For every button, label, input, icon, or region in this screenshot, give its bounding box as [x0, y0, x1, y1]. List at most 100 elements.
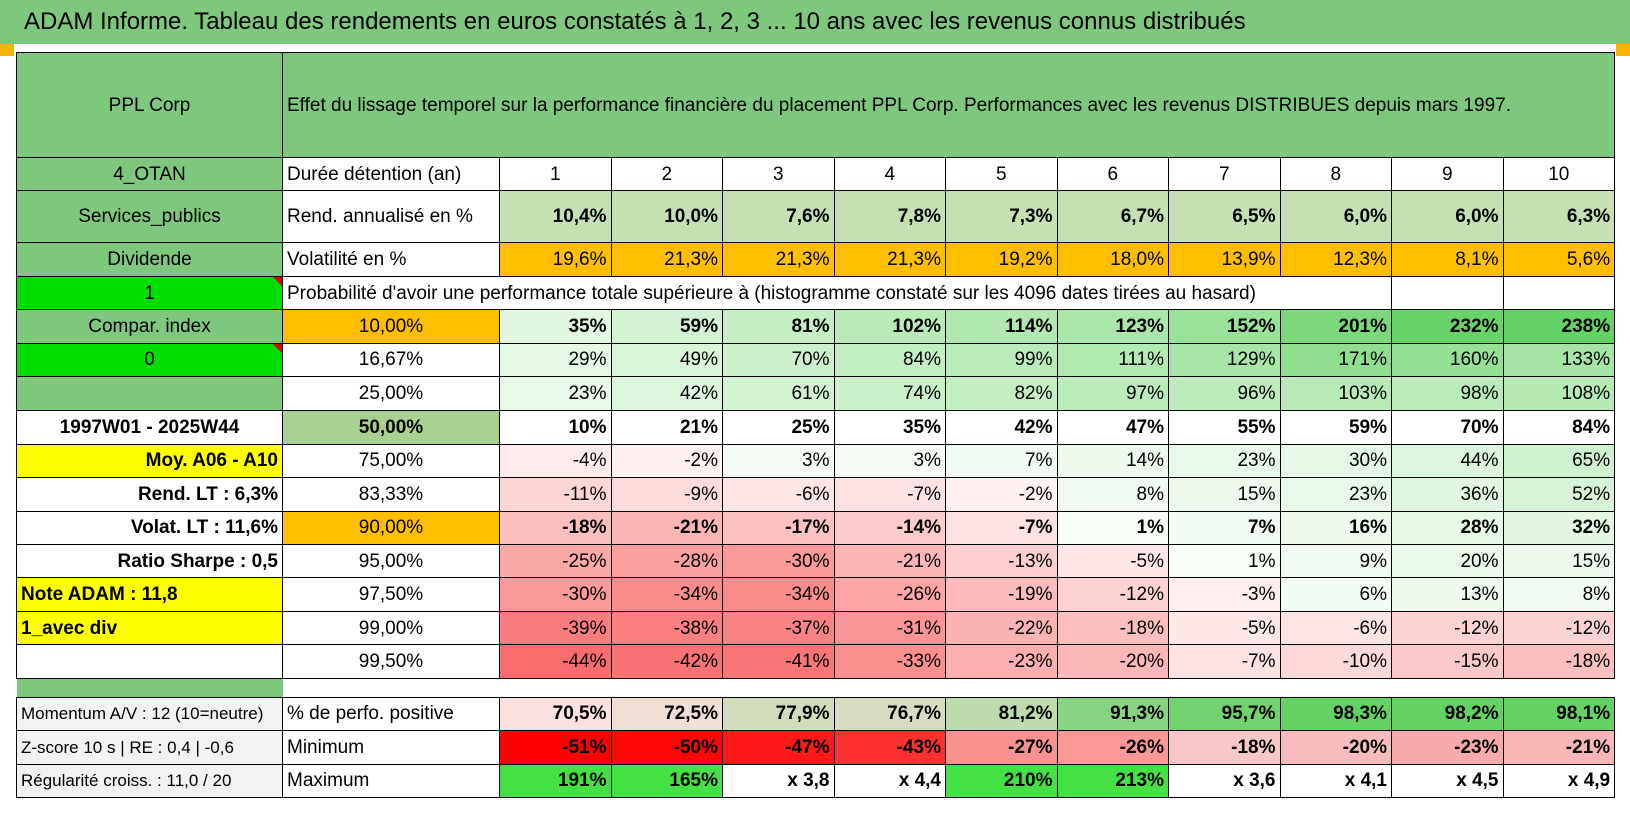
volatility-label: Volatilité en %	[282, 242, 500, 277]
compar-index-label: Compar. index	[16, 309, 283, 344]
percentile-value: 49%	[610, 342, 723, 378]
percentile-value: 96%	[1168, 376, 1281, 411]
empty-green-cell	[16, 376, 283, 411]
year-header: 6	[1056, 156, 1169, 192]
percentile-value: 14%	[1056, 443, 1169, 479]
volatility-value: 21,3%	[833, 242, 946, 277]
return-value: 6,7%	[1056, 190, 1169, 244]
percentile-value: -37%	[722, 610, 835, 646]
year-header: 9	[1391, 156, 1504, 192]
percentile-value: 65%	[1502, 443, 1616, 479]
percentile-value: -6%	[722, 477, 835, 512]
minimum-value: -23%	[1391, 730, 1504, 765]
percentile-value: 102%	[833, 309, 946, 344]
percentile-value: 171%	[1279, 342, 1392, 378]
return-label: Rend. annualisé en %	[282, 190, 500, 244]
minimum-value: -50%	[610, 730, 723, 765]
percentile-row: Moy. A06 - A10 75,00% -4% -2% 3% 3% 7% 14% 23% 3…	[16, 443, 1616, 479]
percentile-value: 6%	[1279, 577, 1392, 612]
input-cell-0[interactable]: 0	[16, 342, 283, 378]
percentile-value: 23%	[1279, 477, 1392, 512]
minimum-value: -21%	[1502, 730, 1616, 765]
percentile-value: 9%	[1279, 543, 1392, 579]
percentile-row: 1997W01 - 2025W44 50,00% 10% 21% 25% 35% 42% 4…	[16, 409, 1616, 445]
fund-code: 4_OTAN	[16, 156, 283, 192]
percentile-value: 84%	[833, 342, 946, 378]
percentile-value: 32%	[1502, 510, 1616, 545]
percentile-value: -4%	[499, 443, 612, 479]
percentile-value: -14%	[833, 510, 946, 545]
percentile-value: -18%	[1056, 610, 1169, 646]
percentile-value: -2%	[610, 443, 723, 479]
period-label: 1997W01 - 2025W44	[16, 409, 283, 445]
minimum-value: -18%	[1168, 730, 1281, 765]
percentile-row: 0 16,67% 29% 49% 70% 84% 99% 111% 129% 171% 160% 1…	[16, 342, 1616, 378]
minimum-value: -27%	[945, 730, 1058, 765]
minimum-value: -20%	[1279, 730, 1392, 765]
volatility-value: 5,6%	[1502, 242, 1616, 277]
percentile-level: 90,00%	[282, 510, 500, 545]
maximum-value: x 4,9	[1502, 763, 1616, 799]
maximum-value: x 3,8	[722, 763, 835, 799]
percentile-value: -41%	[722, 644, 835, 679]
probability-row: 1 Probabilité d'avoir une performance to…	[16, 275, 1616, 311]
percentile-level: 50,00%	[282, 409, 500, 445]
percentile-value: -30%	[499, 577, 612, 612]
maximum-value: x 4,4	[833, 763, 946, 799]
return-value: 6,5%	[1168, 190, 1281, 244]
percentile-value: 1%	[1168, 543, 1281, 579]
percentile-value: 44%	[1391, 443, 1504, 479]
percentile-level: 99,00%	[282, 610, 500, 646]
percentile-value: -19%	[945, 577, 1058, 612]
separator-green	[16, 678, 283, 698]
percentile-value: 25%	[722, 409, 835, 445]
percentile-value: -12%	[1502, 610, 1616, 646]
return-value: 7,3%	[945, 190, 1058, 244]
percentile-value: -6%	[1279, 610, 1392, 646]
percentile-value: 98%	[1391, 376, 1504, 411]
volatility-value: 21,3%	[722, 242, 835, 277]
percentile-value: -7%	[945, 510, 1058, 545]
percentile-value: 97%	[1056, 376, 1169, 411]
header-row: PPL Corp Effet du lissage temporel sur l…	[16, 52, 1616, 158]
percentile-value: 15%	[1168, 477, 1281, 512]
percentile-value: 59%	[610, 309, 723, 344]
year-header: 2	[610, 156, 723, 192]
pct-positive-value: 98,3%	[1279, 696, 1392, 732]
corner-marker-right	[1616, 44, 1630, 56]
minimum-row: Z-score 10 s | RE : 0,4 | -0,6 Minimum -…	[16, 730, 1616, 765]
volatility-value: 21,3%	[610, 242, 723, 277]
percentile-value: -18%	[1502, 644, 1616, 679]
empty-cell	[1502, 275, 1616, 311]
percentile-value: 3%	[722, 443, 835, 479]
percentile-value: -12%	[1391, 610, 1504, 646]
percentile-value: -42%	[610, 644, 723, 679]
volatility-value: 12,3%	[1279, 242, 1392, 277]
input-cell-1[interactable]: 1	[16, 275, 283, 311]
percentile-level: 75,00%	[282, 443, 500, 479]
maximum-value: 210%	[945, 763, 1058, 799]
percentile-value: -33%	[833, 644, 946, 679]
percentile-value: -44%	[499, 644, 612, 679]
annualized-return-row: Services_publics Rend. annualisé en % 10…	[16, 190, 1616, 244]
pct-positive-value: 77,9%	[722, 696, 835, 732]
percentile-value: 61%	[722, 376, 835, 411]
percentile-value: -38%	[610, 610, 723, 646]
year-header: 4	[833, 156, 946, 192]
percentile-value: -30%	[722, 543, 835, 579]
percentile-value: 7%	[945, 443, 1058, 479]
percentile-level: 83,33%	[282, 477, 500, 512]
percentile-value: 129%	[1168, 342, 1281, 378]
percentile-value: 70%	[722, 342, 835, 378]
percentile-value: 15%	[1502, 543, 1616, 579]
percentile-value: 3%	[833, 443, 946, 479]
return-value: 10,4%	[499, 190, 612, 244]
percentile-value: -2%	[945, 477, 1058, 512]
percentile-value: -11%	[499, 477, 612, 512]
percentile-level: 10,00%	[282, 309, 500, 344]
pct-positive-label: % de perfo. positive	[282, 696, 500, 732]
percentile-row: 1_avec div 99,00% -39% -38% -37% -31% -22% -18…	[16, 610, 1616, 646]
percentile-value: 35%	[499, 309, 612, 344]
year-header: 3	[722, 156, 835, 192]
pct-positive-value: 98,2%	[1391, 696, 1504, 732]
